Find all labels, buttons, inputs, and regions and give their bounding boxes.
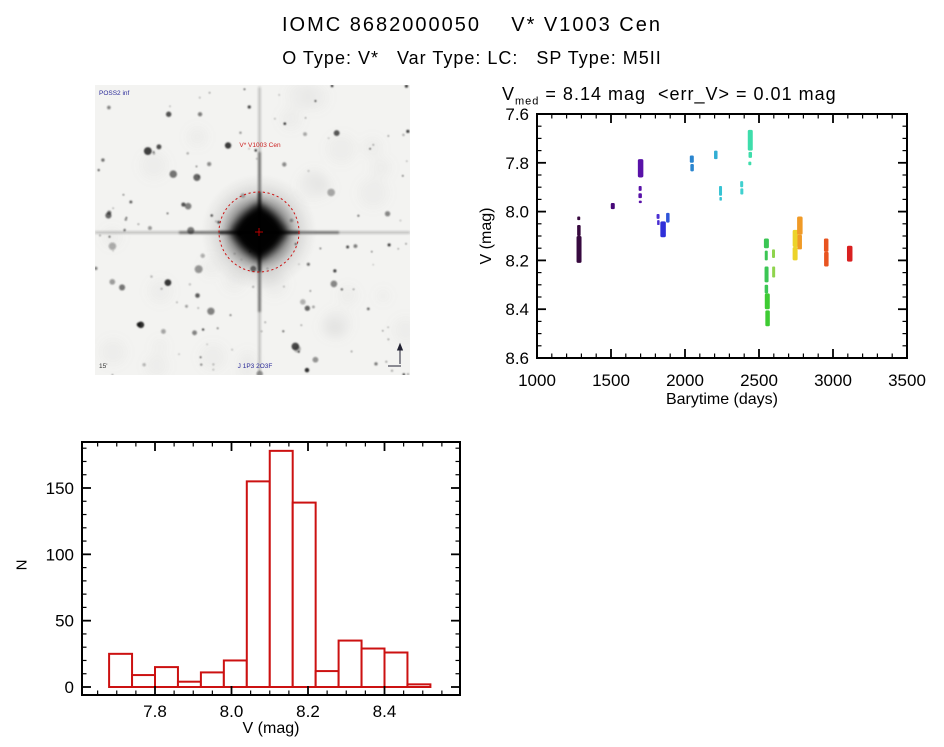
compass-icon — [388, 342, 404, 367]
svg-text:2500: 2500 — [740, 371, 778, 390]
svg-text:1000: 1000 — [518, 371, 556, 390]
svg-text:1500: 1500 — [592, 371, 630, 390]
finding-chart-image: POSS2 inf V* V1003 Cen J 1P3 2O3F 15' — [95, 85, 410, 375]
svg-text:0: 0 — [65, 678, 74, 697]
svg-text:2000: 2000 — [666, 371, 704, 390]
light-curve-title: Vmed = 8.14 mag <err_V> = 0.01 mag — [502, 84, 837, 108]
svg-text:3000: 3000 — [814, 371, 852, 390]
page-subtitle: O Type: V* Var Type: LC: SP Type: M5II — [282, 48, 662, 68]
svg-text:100: 100 — [46, 545, 74, 564]
fov-label: 15' — [99, 363, 107, 370]
target-marker — [218, 191, 300, 273]
svg-text:7.8: 7.8 — [143, 702, 167, 721]
svg-text:8.4: 8.4 — [373, 702, 397, 721]
svg-text:8.2: 8.2 — [505, 251, 529, 270]
plate-label: J 1P3 2O3F — [238, 363, 273, 370]
svg-text:50: 50 — [55, 612, 74, 631]
svg-text:8.6: 8.6 — [505, 349, 529, 368]
svg-text:7.6: 7.6 — [505, 105, 529, 124]
svg-text:8.0: 8.0 — [505, 203, 529, 222]
histogram-plot: 7.8 8.0 8.2 8.4 0 50 100 150 — [46, 441, 461, 721]
survey-label: POSS2 inf — [99, 90, 130, 97]
light-curve-x-axis-label: Barytime (days) — [665, 391, 779, 408]
svg-text:8.4: 8.4 — [505, 300, 529, 319]
svg-text:8.0: 8.0 — [220, 702, 244, 721]
histogram-x-axis-label: V (mag) — [242, 720, 300, 737]
svg-text:150: 150 — [46, 479, 74, 498]
light-curve-plot: 1000 1500 2000 2500 3000 3500 7.6 7.8 8.0 8.2 8.4 8… — [505, 105, 926, 390]
page-title: IOMC 8682000050 V* V1003 Cen — [282, 14, 662, 36]
svg-text:8.2: 8.2 — [296, 702, 320, 721]
svg-text:7.8: 7.8 — [505, 154, 529, 173]
svg-text:3500: 3500 — [888, 371, 926, 390]
target-circle — [218, 191, 300, 273]
target-name-label: V* V1003 Cen — [239, 142, 281, 149]
